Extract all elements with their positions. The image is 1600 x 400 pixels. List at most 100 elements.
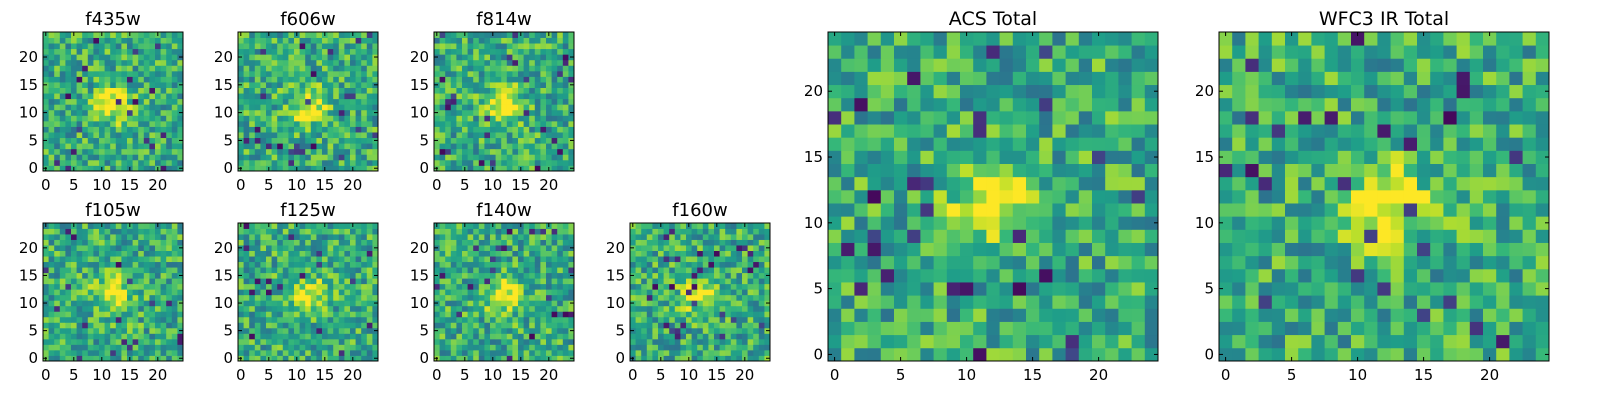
heatmap-cell — [467, 54, 474, 61]
heatmap-cell — [691, 239, 698, 246]
heatmap-cell — [82, 349, 89, 356]
heatmap-cell — [76, 283, 83, 290]
heatmap-cell — [568, 250, 575, 257]
heatmap-cell — [160, 137, 167, 144]
heatmap-cell — [439, 137, 446, 144]
heatmap-cell — [920, 216, 934, 230]
heatmap-cell — [534, 294, 541, 301]
heatmap-cell — [646, 267, 653, 274]
heatmap-cell — [372, 76, 379, 83]
heatmap-cell — [1105, 321, 1119, 336]
heatmap-cell — [254, 115, 261, 122]
heatmap-cell — [557, 137, 564, 144]
heatmap-cell — [680, 267, 687, 274]
heatmap-cell — [736, 272, 743, 279]
heatmap-cell — [305, 93, 312, 100]
heatmap-cell — [132, 228, 139, 235]
heatmap-cell — [71, 349, 77, 356]
heatmap-cell — [534, 239, 541, 246]
heatmap-cell — [65, 109, 72, 116]
heatmap-cell — [238, 234, 244, 240]
heatmap-cell — [512, 32, 519, 38]
heatmap-cell — [43, 267, 49, 274]
heatmap-cell — [166, 65, 173, 72]
heatmap-cell — [680, 338, 687, 345]
heatmap-cell — [495, 344, 502, 351]
heatmap-cell — [59, 234, 66, 240]
heatmap-cell — [99, 132, 105, 139]
heatmap-cell — [65, 311, 72, 318]
heatmap-cell — [322, 234, 328, 240]
heatmap-cell — [138, 267, 145, 274]
heatmap-cell — [177, 305, 184, 312]
heatmap-cell — [294, 87, 300, 94]
heatmap-cell — [933, 308, 948, 322]
heatmap-cell — [702, 300, 709, 307]
heatmap-cell — [540, 43, 547, 50]
heatmap-cell — [372, 349, 379, 356]
heatmap-cell — [523, 54, 530, 61]
heatmap-cell — [65, 344, 72, 351]
heatmap-cell — [467, 333, 474, 340]
heatmap-cell — [841, 189, 855, 204]
heatmap-cell — [1118, 308, 1132, 322]
heatmap-cell — [87, 349, 94, 356]
heatmap-cell — [121, 48, 128, 55]
heatmap-cell — [93, 283, 100, 290]
heatmap-cell — [725, 261, 732, 268]
heatmap-cell — [546, 65, 552, 72]
heatmap-cell — [663, 256, 670, 263]
heatmap-cell — [854, 150, 868, 164]
heatmap-cell — [104, 256, 111, 263]
heatmap-cell — [288, 82, 295, 88]
heatmap-cell — [562, 261, 569, 268]
heatmap-cell — [277, 228, 284, 235]
heatmap-cell — [87, 59, 94, 66]
heatmap-cell — [630, 250, 636, 257]
heatmap-cell — [1026, 334, 1040, 349]
heatmap-cell — [490, 311, 496, 318]
heatmap-cell — [372, 70, 379, 77]
heatmap-cell — [495, 32, 502, 38]
x-tick-label: 15 — [511, 176, 530, 194]
heatmap-cell — [115, 120, 122, 127]
heatmap-cell — [946, 255, 961, 270]
heatmap-cell — [478, 32, 485, 38]
heatmap-cell — [540, 327, 547, 334]
heatmap-cell — [82, 37, 89, 44]
heatmap-cell — [646, 338, 653, 345]
x-tick-label: 5 — [69, 176, 79, 194]
heatmap-cell — [669, 344, 676, 351]
heatmap-cell — [115, 126, 122, 133]
heatmap-cell — [669, 261, 676, 268]
heatmap-cell — [260, 338, 267, 345]
heatmap-cell — [529, 349, 536, 356]
heatmap-cell — [674, 327, 681, 334]
heatmap-cell — [495, 300, 502, 307]
heatmap-cell — [305, 148, 312, 155]
heatmap-cell — [719, 283, 726, 290]
heatmap-cell — [529, 65, 536, 72]
heatmap-cell — [299, 54, 306, 61]
heatmap-cell — [523, 228, 530, 235]
heatmap-cell — [986, 308, 1000, 322]
heatmap-cell — [1065, 321, 1080, 336]
heatmap-cell — [501, 120, 508, 127]
heatmap-cell — [518, 143, 524, 150]
heatmap-cell — [361, 316, 368, 323]
heatmap-cell — [115, 43, 122, 50]
heatmap-cell — [48, 338, 55, 345]
heatmap-cell — [1118, 334, 1132, 349]
heatmap-cell — [562, 32, 569, 38]
heatmap-cell — [65, 104, 72, 111]
heatmap-cell — [467, 115, 474, 122]
heatmap-cell — [310, 32, 317, 38]
heatmap-cell — [316, 333, 323, 340]
heatmap-cell — [652, 245, 659, 251]
x-tick-label: 15 — [120, 366, 139, 384]
heatmap-cell — [920, 163, 934, 178]
heatmap-cell — [338, 300, 345, 307]
heatmap-cell — [680, 322, 687, 329]
heatmap-cell — [243, 65, 250, 72]
